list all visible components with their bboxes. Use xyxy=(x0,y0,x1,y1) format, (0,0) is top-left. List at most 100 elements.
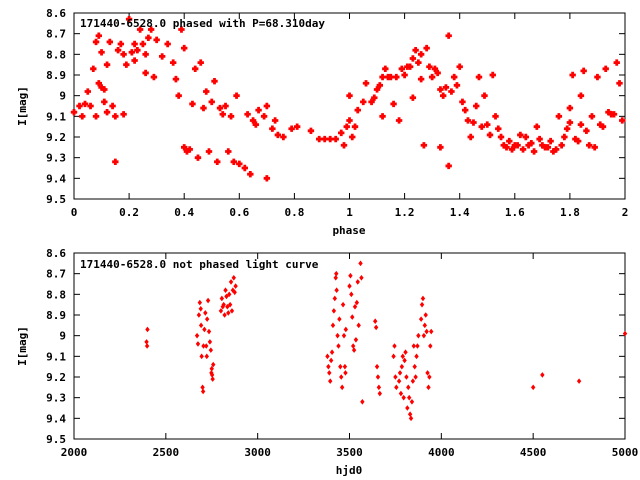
data-point xyxy=(437,144,444,151)
data-point xyxy=(359,275,364,281)
data-point xyxy=(90,65,97,72)
x-tick-label: 0.8 xyxy=(284,206,304,219)
y-tick-label: 9.1 xyxy=(46,350,66,363)
data-point xyxy=(407,411,413,417)
data-point xyxy=(260,113,268,120)
data-point xyxy=(489,71,496,79)
data-point xyxy=(426,63,433,70)
data-point xyxy=(392,343,397,349)
data-point xyxy=(555,113,563,120)
data-point xyxy=(247,171,254,178)
x-tick-label: 2 xyxy=(622,206,629,219)
data-point xyxy=(428,343,433,349)
data-point xyxy=(226,310,231,316)
data-point xyxy=(445,162,452,170)
data-point xyxy=(222,102,229,110)
data-point xyxy=(522,133,530,141)
data-point xyxy=(331,308,337,314)
data-point xyxy=(112,113,119,120)
data-point xyxy=(412,363,417,370)
data-point xyxy=(81,100,89,108)
data-point xyxy=(79,113,86,120)
x-tick-label: 4000 xyxy=(428,446,455,459)
data-point xyxy=(197,59,204,66)
data-point xyxy=(241,164,249,172)
data-point xyxy=(597,121,604,128)
data-point xyxy=(125,16,133,23)
data-point xyxy=(404,374,409,380)
data-point xyxy=(98,84,105,91)
data-point xyxy=(397,370,403,376)
data-point xyxy=(328,357,334,364)
data-point xyxy=(406,384,411,391)
data-point xyxy=(533,123,541,130)
data-point xyxy=(376,384,382,391)
y-tick-label: 9 xyxy=(59,90,66,103)
y-tick-label: 8.7 xyxy=(46,268,66,281)
data-point xyxy=(374,363,380,370)
x-tick-label: 0 xyxy=(71,206,78,219)
data-point xyxy=(616,80,623,87)
data-point xyxy=(376,82,384,89)
data-point xyxy=(343,370,348,376)
data-point xyxy=(547,137,554,145)
data-point xyxy=(202,326,207,333)
data-point xyxy=(423,44,430,52)
data-point xyxy=(233,283,238,289)
data-point xyxy=(423,312,428,318)
data-point xyxy=(495,125,502,132)
data-point xyxy=(203,310,208,316)
data-point xyxy=(398,390,404,397)
data-point xyxy=(334,270,339,277)
data-point xyxy=(336,343,341,349)
data-point xyxy=(439,92,447,99)
data-point xyxy=(158,53,166,60)
data-point xyxy=(410,378,416,384)
data-point xyxy=(519,146,527,153)
x-axis: 2000 2500 3000 3500 4000 4500 5000 xyxy=(61,253,638,459)
data-point xyxy=(462,106,469,114)
data-point xyxy=(120,51,127,58)
x-axis-label: hjd0 xyxy=(336,464,363,477)
data-point xyxy=(208,98,215,106)
data-point xyxy=(181,44,188,52)
data-point xyxy=(394,384,399,391)
data-point xyxy=(583,127,590,134)
x-tick-label: 3500 xyxy=(336,446,363,459)
data-point xyxy=(271,117,279,124)
data-point xyxy=(274,131,282,139)
data-point xyxy=(198,322,204,329)
data-point xyxy=(415,343,420,349)
data-point xyxy=(150,73,158,81)
data-point xyxy=(128,49,136,56)
data-point xyxy=(403,349,408,355)
data-point xyxy=(342,363,348,370)
data-point xyxy=(371,94,378,101)
data-point xyxy=(194,332,200,339)
data-point xyxy=(216,104,224,112)
data-point xyxy=(379,113,386,120)
data-point xyxy=(70,109,78,116)
data-point xyxy=(408,415,414,422)
data-point xyxy=(200,388,206,395)
data-point xyxy=(346,117,353,124)
data-point xyxy=(431,65,439,72)
data-point xyxy=(563,125,571,132)
data-point xyxy=(393,73,400,81)
data-point xyxy=(145,34,152,41)
data-point xyxy=(550,148,557,155)
data-point xyxy=(415,59,422,66)
data-point xyxy=(144,343,150,349)
data-point xyxy=(391,353,396,360)
data-point xyxy=(514,142,521,149)
data-point xyxy=(197,299,203,306)
data-point xyxy=(599,123,607,130)
data-point xyxy=(619,117,626,124)
data-point xyxy=(373,318,378,324)
data-point xyxy=(453,82,461,89)
data-point xyxy=(577,121,585,128)
data-point xyxy=(139,40,147,48)
data-point xyxy=(421,332,427,339)
data-point xyxy=(572,135,579,143)
data-point xyxy=(244,111,251,118)
